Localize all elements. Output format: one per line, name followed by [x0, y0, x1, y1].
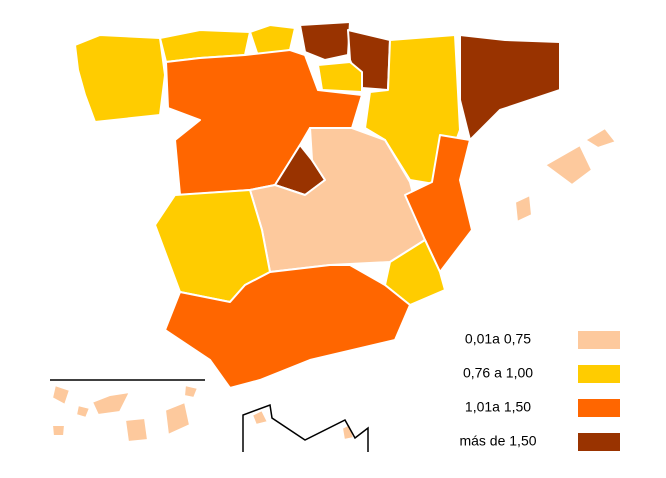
- region: [299, 21, 351, 61]
- legend: 0,01a 0,75 0,76 a 1,00 1,01a 1,50 más de 1,…: [459, 331, 620, 451]
- region: [317, 61, 363, 93]
- region: [514, 194, 533, 223]
- legend-swatch: [578, 365, 620, 383]
- region: [75, 404, 91, 419]
- region: [544, 144, 593, 186]
- legend-swatch: [578, 433, 620, 451]
- legend-label: 0,01a 0,75: [465, 331, 531, 347]
- regions: [51, 21, 617, 443]
- ceuta-melilla-frame: [242, 403, 369, 452]
- region: [183, 384, 199, 399]
- legend-label: más de 1,50: [459, 433, 536, 449]
- region: [459, 34, 561, 141]
- region: [164, 264, 411, 389]
- region: [164, 401, 191, 436]
- region: [124, 417, 149, 443]
- legend-swatch: [578, 399, 620, 417]
- region: [584, 127, 617, 149]
- legend-swatch: [578, 331, 620, 349]
- region: [91, 391, 131, 416]
- region: [51, 384, 71, 406]
- region: [74, 34, 166, 123]
- region: [251, 409, 269, 426]
- region: [249, 24, 296, 57]
- region: [51, 424, 66, 437]
- legend-label: 1,01a 1,50: [465, 399, 531, 415]
- legend-label: 0,76 a 1,00: [463, 365, 533, 381]
